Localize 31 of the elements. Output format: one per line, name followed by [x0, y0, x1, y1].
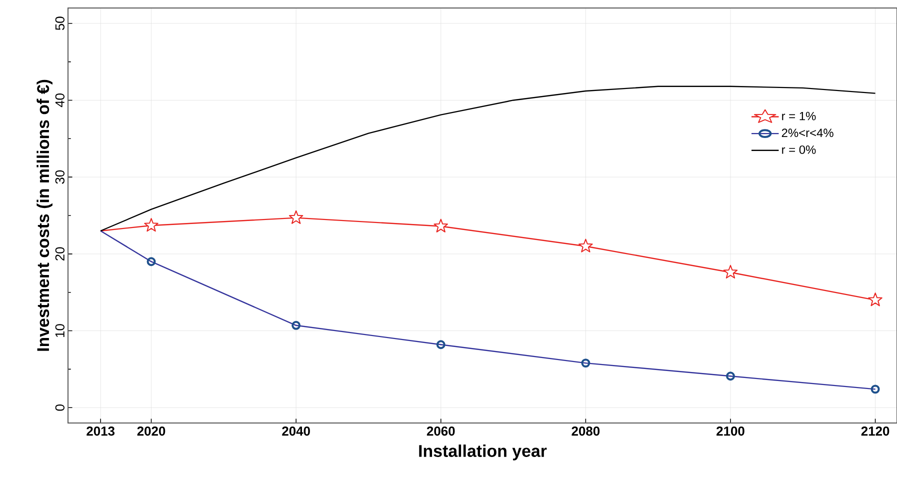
- x-tick-label: 2100: [716, 426, 744, 436]
- point: [578, 238, 593, 252]
- legend-label: r = 0%: [782, 145, 816, 154]
- point: [434, 218, 448, 232]
- x-tick-label: 2120: [861, 426, 890, 436]
- y-axis-title: Investment costs (in millions of €): [36, 80, 52, 351]
- point: [726, 372, 735, 381]
- y-tick-label: 0: [55, 404, 64, 411]
- point: [868, 292, 882, 306]
- y-tick-label: 20: [55, 247, 64, 260]
- y-tick-label: 10: [55, 324, 64, 337]
- x-tick-label: 2080: [572, 426, 600, 436]
- point: [144, 218, 158, 232]
- y-tick-label: 30: [55, 170, 64, 184]
- point: [292, 320, 301, 330]
- line-series: [100, 86, 876, 232]
- x-axis-title: Installation year: [419, 444, 547, 460]
- point: [288, 210, 304, 224]
- point: [581, 358, 590, 368]
- point: [870, 384, 880, 394]
- y-tick-label: 50: [55, 16, 64, 30]
- point: [723, 264, 738, 279]
- legend-label: r = 1%: [782, 112, 816, 120]
- x-tick-label: 2040: [282, 426, 310, 436]
- x-tick-label: 2020: [137, 426, 166, 436]
- point: [436, 340, 446, 350]
- x-tick-label: 2013: [86, 426, 115, 436]
- point: [146, 257, 156, 266]
- y-tick-label: 40: [55, 94, 64, 108]
- legend-label: 2%<r<4%: [782, 128, 834, 138]
- x-tick-label: 2060: [426, 426, 455, 436]
